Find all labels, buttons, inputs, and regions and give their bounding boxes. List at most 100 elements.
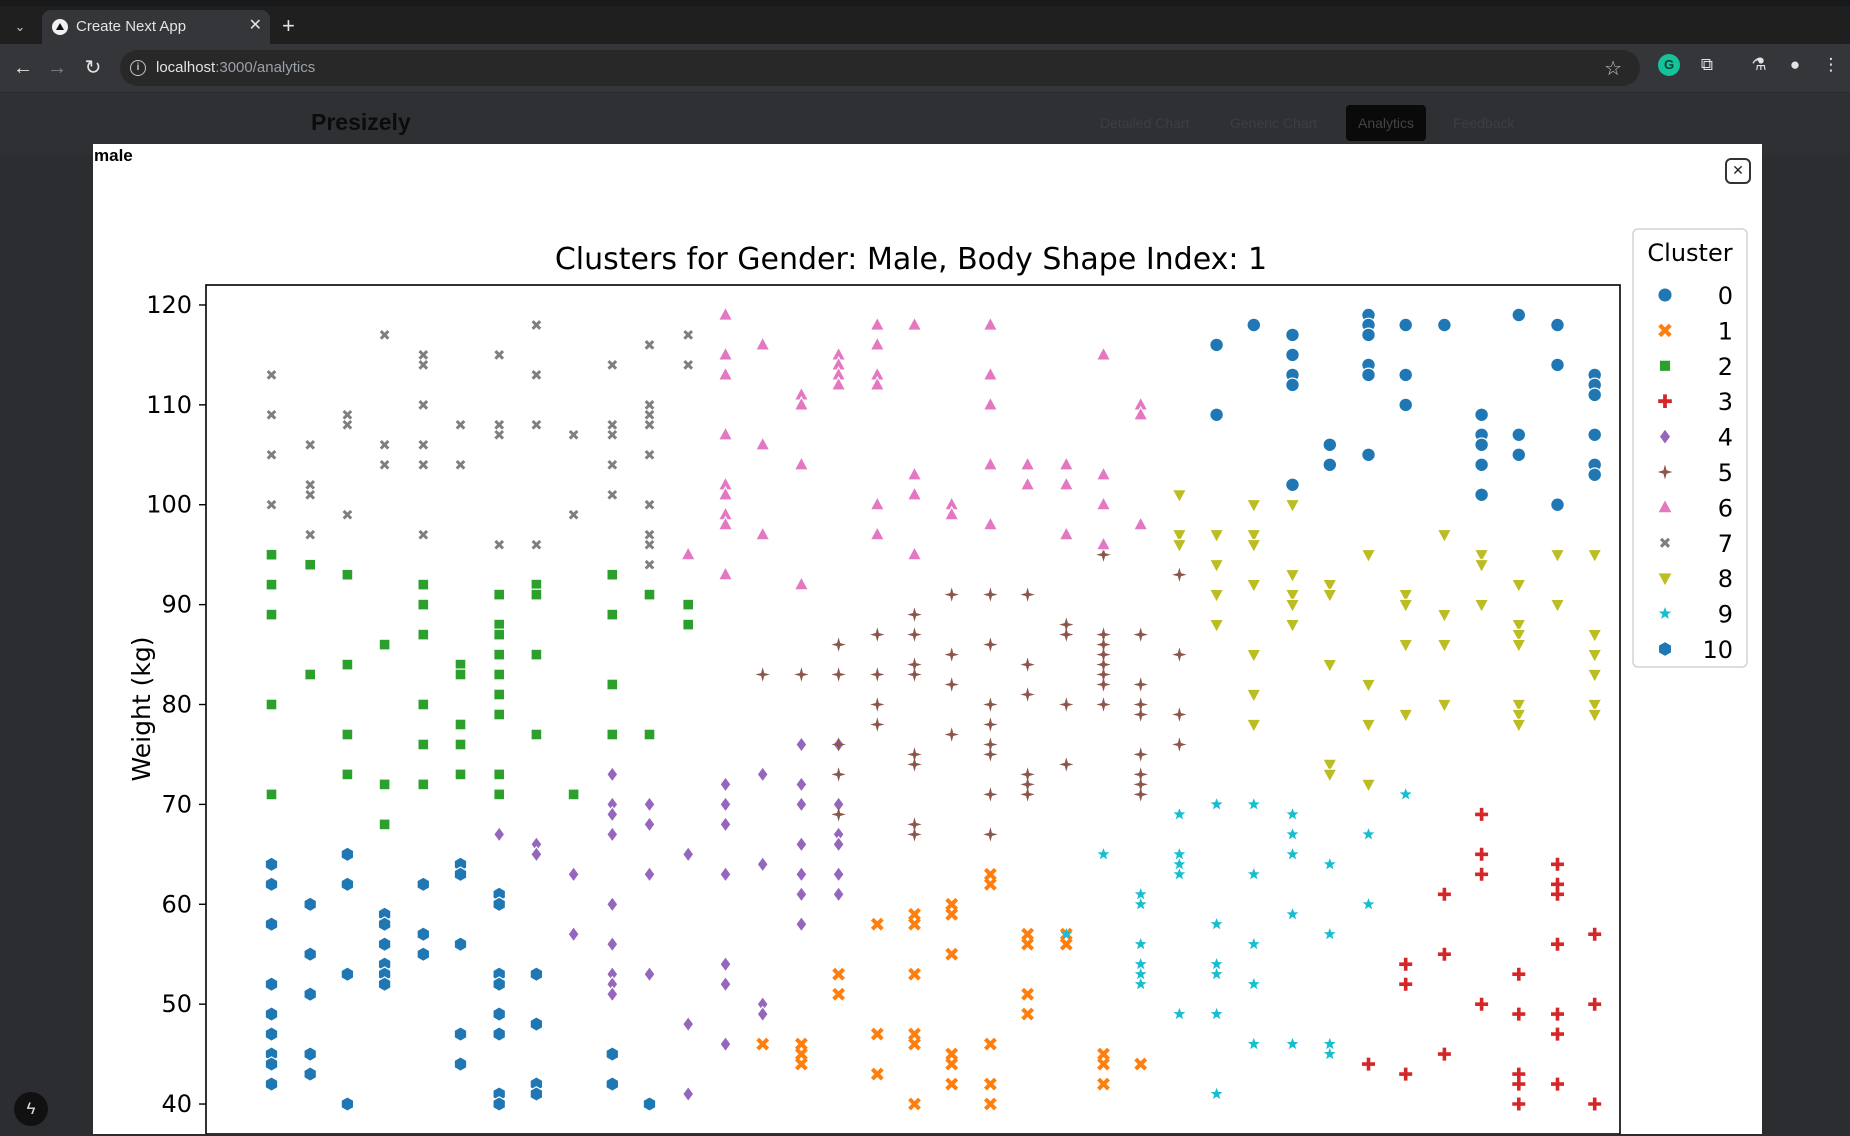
point-cluster-7 bbox=[644, 340, 655, 350]
point-cluster-10 bbox=[264, 1026, 279, 1042]
nav-detailed-chart[interactable]: Detailed Chart bbox=[1100, 115, 1190, 131]
point-cluster-5 bbox=[1133, 707, 1148, 722]
point-cluster-1 bbox=[908, 907, 921, 921]
point-cluster-6 bbox=[1095, 465, 1112, 481]
tab-title: Create Next App bbox=[76, 18, 187, 35]
point-cluster-2 bbox=[341, 568, 354, 581]
point-cluster-5 bbox=[1172, 647, 1187, 662]
brand-logo-text[interactable]: Presizely bbox=[311, 109, 411, 135]
y-tick-label: 70 bbox=[161, 790, 192, 818]
point-cluster-9 bbox=[1247, 1037, 1260, 1050]
point-cluster-10 bbox=[492, 1096, 507, 1112]
legend-item-2: 2 bbox=[1658, 353, 1733, 381]
nav-analytics[interactable]: Analytics bbox=[1346, 105, 1426, 141]
point-cluster-0 bbox=[1474, 457, 1489, 473]
tab-close-icon[interactable]: ✕ bbox=[248, 17, 262, 34]
new-tab-plus-icon[interactable]: + bbox=[282, 13, 295, 38]
point-cluster-5 bbox=[870, 717, 885, 732]
point-cluster-0 bbox=[1322, 457, 1338, 473]
point-cluster-1 bbox=[794, 1047, 808, 1061]
point-cluster-5 bbox=[1059, 757, 1074, 772]
tab-search-chevron-icon[interactable]: ⌄ bbox=[14, 19, 26, 34]
point-cluster-8 bbox=[1436, 608, 1453, 624]
nextjs-devtools-lightning-icon[interactable]: ϟ bbox=[14, 1092, 48, 1126]
point-cluster-8 bbox=[1473, 598, 1490, 614]
point-cluster-3 bbox=[1551, 1077, 1564, 1091]
point-cluster-10 bbox=[416, 876, 431, 893]
point-cluster-7 bbox=[418, 360, 429, 370]
point-cluster-2 bbox=[417, 598, 430, 611]
point-cluster-0 bbox=[1398, 397, 1414, 413]
nav-generic-chart[interactable]: Generic Chart bbox=[1230, 115, 1318, 131]
point-cluster-2 bbox=[417, 698, 430, 711]
point-cluster-6 bbox=[1095, 535, 1112, 551]
point-cluster-3 bbox=[1551, 857, 1564, 871]
point-cluster-7 bbox=[644, 449, 655, 460]
point-cluster-4 bbox=[719, 1035, 732, 1053]
point-cluster-1 bbox=[1097, 1047, 1110, 1061]
point-cluster-5 bbox=[907, 657, 922, 672]
point-cluster-3 bbox=[1551, 937, 1564, 951]
point-cluster-4 bbox=[643, 865, 656, 883]
point-cluster-2 bbox=[530, 588, 543, 601]
point-cluster-10 bbox=[492, 896, 507, 913]
modal-close-icon[interactable]: ✕ bbox=[1725, 158, 1751, 184]
browser-menu-icon[interactable]: ⋮ bbox=[1822, 55, 1840, 74]
site-info-icon[interactable]: i bbox=[130, 60, 146, 76]
point-cluster-2 bbox=[378, 778, 391, 791]
point-cluster-5 bbox=[1096, 547, 1111, 562]
point-cluster-8 bbox=[1284, 588, 1301, 604]
legend-marker bbox=[1658, 427, 1672, 446]
point-cluster-4 bbox=[530, 845, 543, 863]
point-cluster-10 bbox=[264, 1076, 279, 1092]
point-cluster-5 bbox=[831, 807, 846, 822]
point-cluster-1 bbox=[1021, 987, 1035, 1001]
series-cluster-7 bbox=[266, 320, 694, 570]
point-cluster-5 bbox=[944, 647, 959, 662]
legend-label: 1 bbox=[1718, 317, 1733, 345]
legend-marker bbox=[1656, 497, 1674, 514]
legend-label: 10 bbox=[1702, 636, 1733, 664]
point-cluster-6 bbox=[1132, 515, 1149, 531]
point-cluster-8 bbox=[1321, 578, 1338, 594]
extensions-puzzle-icon[interactable]: ⧉ bbox=[1700, 55, 1714, 74]
grammarly-extension-icon[interactable]: G bbox=[1658, 54, 1680, 76]
point-cluster-8 bbox=[1510, 708, 1527, 724]
point-cluster-7 bbox=[494, 419, 505, 430]
point-cluster-10 bbox=[492, 1006, 507, 1022]
point-cluster-7 bbox=[305, 479, 316, 490]
series-cluster-3 bbox=[1362, 807, 1602, 1111]
browser-tab[interactable]: Create Next App ✕ bbox=[42, 10, 270, 44]
point-cluster-2 bbox=[265, 788, 278, 801]
point-cluster-10 bbox=[605, 1046, 620, 1062]
reload-icon[interactable]: ↻ bbox=[84, 57, 102, 79]
point-cluster-5 bbox=[1020, 787, 1035, 802]
forward-arrow-icon[interactable]: → bbox=[47, 57, 67, 79]
nextjs-favicon-icon bbox=[52, 19, 68, 35]
point-cluster-1 bbox=[1021, 937, 1035, 951]
point-cluster-8 bbox=[1245, 538, 1262, 554]
point-cluster-2 bbox=[493, 618, 506, 631]
point-cluster-4 bbox=[567, 865, 580, 883]
point-cluster-2 bbox=[493, 628, 506, 641]
point-cluster-7 bbox=[607, 429, 618, 440]
point-cluster-5 bbox=[870, 627, 885, 642]
bookmark-star-icon[interactable]: ☆ bbox=[1604, 58, 1622, 80]
point-cluster-9 bbox=[1173, 848, 1186, 860]
profile-avatar-icon[interactable]: ● bbox=[1789, 55, 1801, 74]
labs-flask-icon[interactable]: ⚗ bbox=[1751, 55, 1767, 74]
legend-item-1: 1 bbox=[1658, 317, 1733, 345]
point-cluster-6 bbox=[906, 465, 923, 481]
point-cluster-7 bbox=[455, 419, 466, 430]
point-cluster-6 bbox=[1132, 405, 1149, 421]
point-cluster-2 bbox=[530, 728, 543, 741]
point-cluster-7 bbox=[342, 419, 353, 430]
point-cluster-5 bbox=[907, 667, 922, 682]
nav-feedback[interactable]: Feedback bbox=[1453, 115, 1515, 131]
point-cluster-5 bbox=[755, 667, 770, 682]
point-cluster-10 bbox=[605, 1076, 620, 1092]
address-bar[interactable]: i localhost:3000/analytics ☆ bbox=[120, 50, 1640, 86]
point-cluster-4 bbox=[719, 865, 732, 883]
point-cluster-8 bbox=[1510, 628, 1527, 644]
back-arrow-icon[interactable]: ← bbox=[13, 57, 33, 79]
